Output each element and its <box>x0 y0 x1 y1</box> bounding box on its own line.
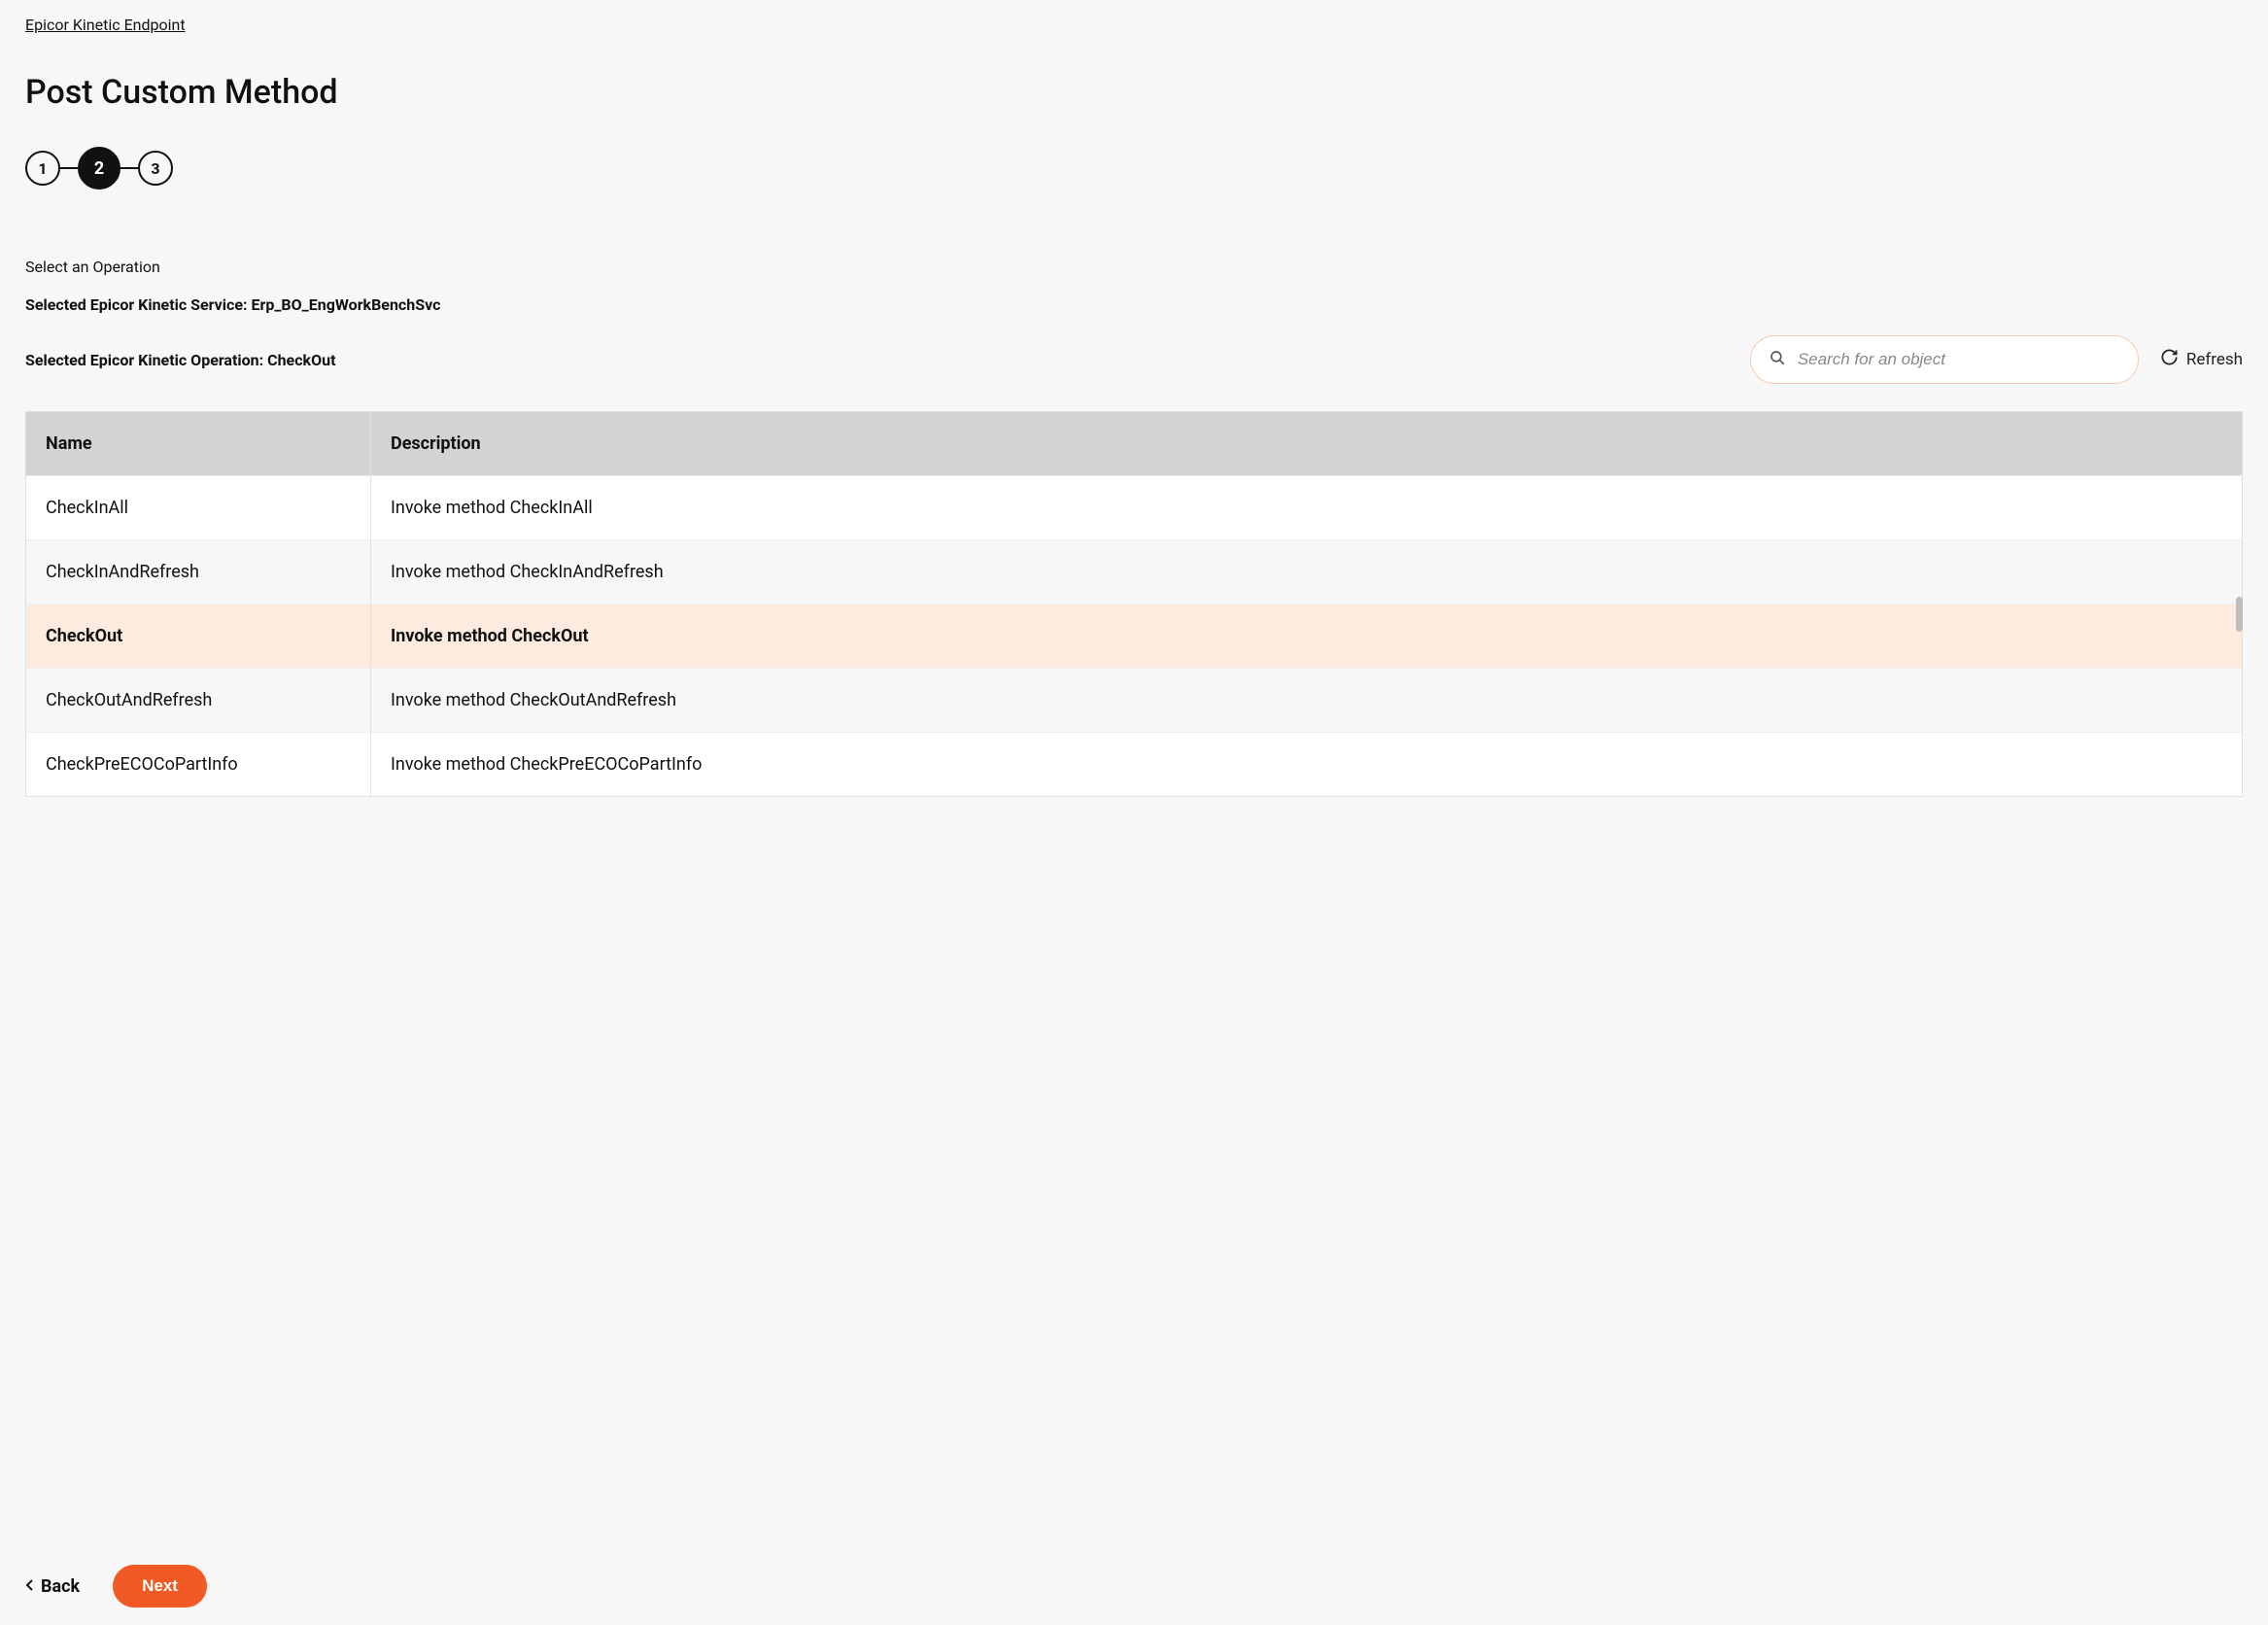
table-row[interactable]: CheckPreECOCoPartInfoInvoke method Check… <box>26 732 2242 796</box>
search-input[interactable] <box>1798 350 2120 369</box>
selected-operation-value: CheckOut <box>267 351 335 369</box>
refresh-label: Refresh <box>2186 350 2243 369</box>
refresh-icon <box>2160 348 2179 371</box>
column-header-description[interactable]: Description <box>371 412 2242 475</box>
selected-service-label: Selected Epicor Kinetic Service: Erp_BO_… <box>25 295 2243 314</box>
cell-name: CheckInAndRefresh <box>26 539 371 604</box>
step-connector <box>120 167 138 169</box>
step-1[interactable]: 1 <box>25 151 60 186</box>
selected-service-prefix: Selected Epicor Kinetic Service: <box>25 295 251 314</box>
table-body: CheckInAllInvoke method CheckInAllCheckI… <box>26 475 2242 796</box>
operations-table: Name Description CheckInAllInvoke method… <box>25 411 2243 797</box>
chevron-left-icon <box>25 1576 35 1597</box>
cell-description: Invoke method CheckOut <box>371 604 2242 668</box>
selected-service-value: Erp_BO_EngWorkBenchSvc <box>251 295 440 314</box>
cell-description: Invoke method CheckInAll <box>371 475 2242 539</box>
breadcrumb-link[interactable]: Epicor Kinetic Endpoint <box>25 16 186 34</box>
stepper: 123 <box>25 147 2243 190</box>
back-button[interactable]: Back <box>25 1576 80 1597</box>
cell-name: CheckOut <box>26 604 371 668</box>
cell-name: CheckOutAndRefresh <box>26 668 371 732</box>
step-connector <box>60 167 78 169</box>
cell-name: CheckInAll <box>26 475 371 539</box>
step-3[interactable]: 3 <box>138 151 173 186</box>
table-header-row: Name Description <box>26 412 2242 475</box>
back-label: Back <box>41 1576 80 1597</box>
table-row[interactable]: CheckInAndRefreshInvoke method CheckInAn… <box>26 539 2242 604</box>
table-row[interactable]: CheckOutInvoke method CheckOut <box>26 604 2242 668</box>
cell-description: Invoke method CheckPreECOCoPartInfo <box>371 732 2242 796</box>
refresh-button[interactable]: Refresh <box>2160 348 2243 371</box>
step-2[interactable]: 2 <box>78 147 120 190</box>
table-row[interactable]: CheckOutAndRefreshInvoke method CheckOut… <box>26 668 2242 732</box>
search-field-wrapper[interactable] <box>1750 335 2139 384</box>
cell-name: CheckPreECOCoPartInfo <box>26 732 371 796</box>
selected-operation-prefix: Selected Epicor Kinetic Operation: <box>25 351 267 369</box>
table-row[interactable]: CheckInAllInvoke method CheckInAll <box>26 475 2242 539</box>
cell-description: Invoke method CheckOutAndRefresh <box>371 668 2242 732</box>
column-header-name[interactable]: Name <box>26 412 371 475</box>
selected-operation-label: Selected Epicor Kinetic Operation: Check… <box>25 351 335 369</box>
page-title: Post Custom Method <box>25 73 2243 112</box>
scrollbar-thumb[interactable] <box>2236 597 2243 632</box>
instruction-text: Select an Operation <box>25 258 2243 276</box>
cell-description: Invoke method CheckInAndRefresh <box>371 539 2242 604</box>
wizard-footer: Back Next <box>25 1565 207 1608</box>
search-icon <box>1769 349 1786 370</box>
next-button[interactable]: Next <box>113 1565 207 1608</box>
